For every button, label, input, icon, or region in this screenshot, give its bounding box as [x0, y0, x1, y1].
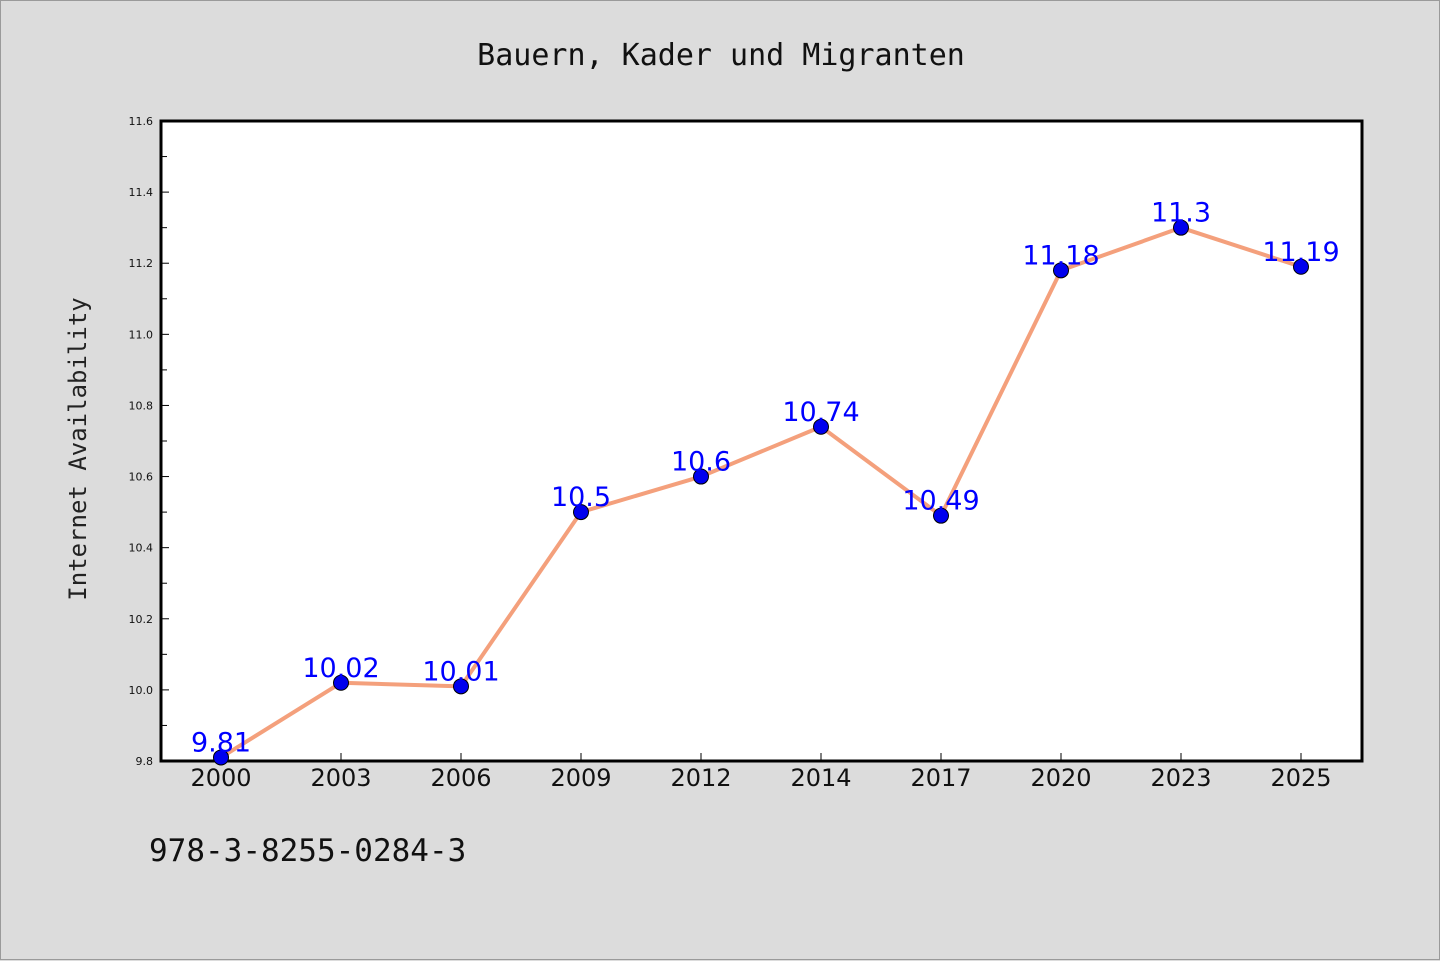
x-tick-label: 2017: [910, 764, 971, 792]
y-tick-label: 11.0: [129, 328, 154, 341]
data-point-marker: [1173, 219, 1189, 236]
y-tick-label: 11.2: [129, 257, 154, 270]
series-markers: [213, 219, 1309, 766]
data-point-marker: [1293, 258, 1309, 275]
y-tick-label: 10.4: [129, 542, 154, 555]
x-tick-label: 2003: [310, 764, 371, 792]
data-label: 10.01: [422, 656, 499, 687]
x-axis-ticks: 2000 2003 2006 2009 2012 2014 2017 2020 2023 2025: [190, 753, 1332, 792]
data-label: 10.5: [551, 482, 611, 513]
data-label: 10.6: [671, 447, 731, 478]
chart-title: Bauern, Kader und Migranten: [477, 38, 965, 73]
x-tick-label: 2000: [190, 764, 251, 792]
y-tick-label: 10.6: [129, 471, 154, 484]
data-point-marker: [333, 674, 349, 691]
data-label: 10.02: [302, 653, 379, 684]
y-axis-ticks: 9.8 10.0 10.2 10.4 10.6 10.8 11.0 11.2 11.4 11.6: [129, 115, 169, 768]
data-point-marker: [573, 504, 589, 521]
data-label: 11.18: [1022, 240, 1099, 271]
x-tick-label: 2025: [1270, 764, 1331, 792]
data-label: 11.19: [1262, 237, 1339, 268]
data-label: 9.81: [191, 727, 251, 758]
plot-area: [159, 119, 1364, 763]
data-label: 11.3: [1151, 198, 1211, 229]
series-line-path: [219, 225, 1303, 760]
y-tick-label: 10.2: [129, 613, 154, 626]
y-tick-label: 10.8: [129, 399, 154, 412]
x-tick-label: 2009: [550, 764, 611, 792]
data-label: 10.49: [902, 486, 979, 517]
series-line: [219, 225, 1303, 760]
data-point-marker: [693, 468, 709, 485]
y-tick-label: 9.8: [136, 755, 154, 768]
data-point-marker: [933, 507, 949, 524]
data-labels: 9.81 10.02 10.01 10.5 10.6 10.74 10.49 11.18 11.…: [191, 198, 1340, 759]
x-tick-label: 2023: [1150, 764, 1211, 792]
data-point-marker: [213, 749, 229, 766]
y-tick-label: 11.4: [129, 186, 154, 199]
x-tick-label: 2012: [670, 764, 731, 792]
y-tick-label: 10.0: [129, 684, 154, 697]
x-tick-label: 2020: [1030, 764, 1091, 792]
x-tick-label: 2014: [790, 764, 851, 792]
data-point-marker: [453, 678, 469, 695]
y-tick-label: 11.6: [129, 115, 154, 128]
x-tick-label: 2006: [430, 764, 491, 792]
data-point-marker: [813, 418, 829, 435]
data-point-marker: [1053, 262, 1069, 279]
y-axis-label: Internet Availability: [64, 297, 92, 600]
data-label: 10.74: [782, 397, 859, 428]
isbn-label: 978-3-8255-0284-3: [149, 833, 467, 869]
